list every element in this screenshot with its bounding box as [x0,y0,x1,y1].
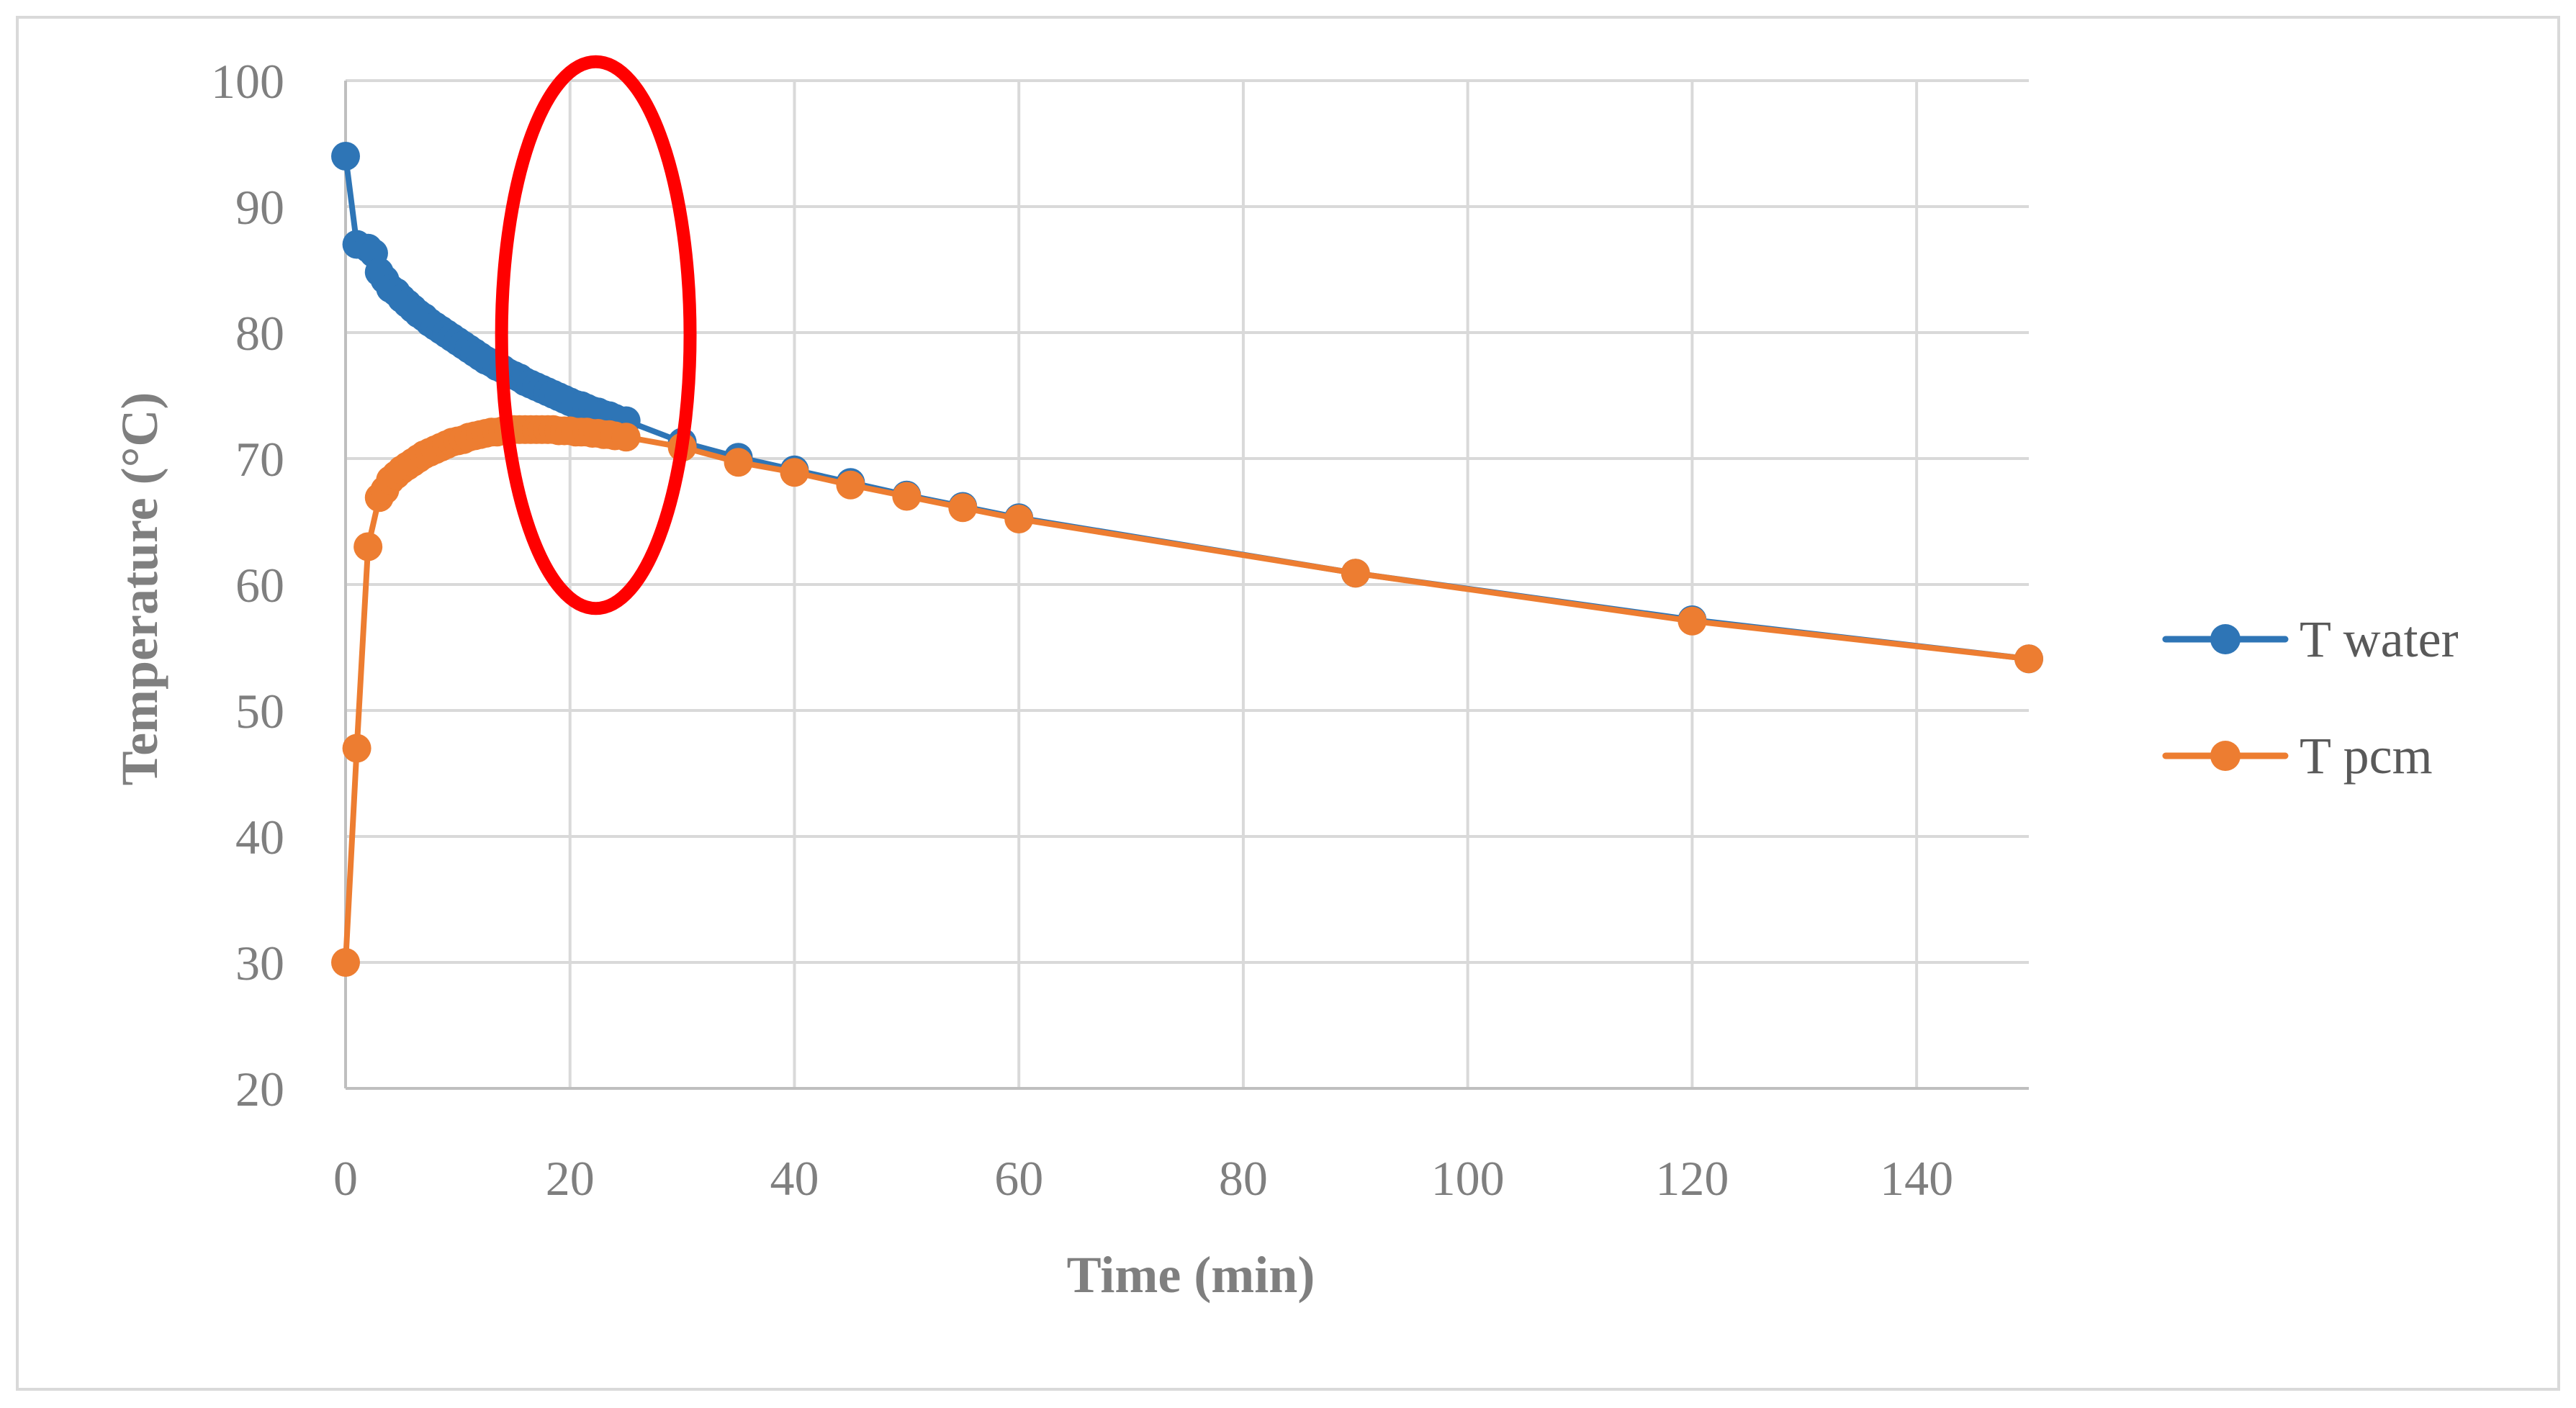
data-point-t-pcm [948,493,978,523]
data-point-t-pcm [342,734,371,763]
legend-label-t-pcm: T pcm [2300,727,2433,785]
data-point-t-water [331,142,360,171]
annotation-layer [495,55,697,615]
x-tick-label: 0 [333,1151,358,1206]
y-tick-label: 80 [235,306,284,361]
legend-label-t-water: T water [2300,610,2459,668]
legend-marker-t-pcm [2210,741,2241,771]
data-point-t-pcm [2014,644,2043,674]
data-point-t-pcm [1004,505,1034,533]
chart-frame [16,16,2560,1391]
series-layer [331,142,2043,977]
data-point-t-pcm [836,470,865,500]
label-layer: Time (min) Temperature (°C) 20 30 40 50 60 70… [111,54,1953,1304]
series-line-t-pcm [343,426,2032,965]
data-point-t-pcm [331,948,360,977]
data-point-t-pcm [780,458,809,487]
x-axis-title: Time (min) [1067,1246,1315,1304]
y-tick-label: 40 [235,810,284,865]
data-point-t-pcm [892,482,922,511]
y-tick-label: 60 [235,558,284,613]
grid-layer [346,79,2029,1088]
highlight-ellipse [495,55,697,615]
data-point-t-pcm [724,448,753,477]
data-point-t-pcm [1341,559,1370,588]
data-point-t-pcm [353,532,383,561]
x-tick-label: 60 [994,1151,1043,1206]
x-tick-label: 80 [1219,1151,1268,1206]
y-tick-label: 50 [235,684,284,739]
y-tick-label: 100 [211,54,284,109]
x-tick-label: 140 [1880,1151,1953,1206]
y-tick-label: 20 [235,1062,284,1116]
x-tick-label: 100 [1431,1151,1505,1206]
data-point-t-pcm [1677,606,1707,636]
x-tick-label: 120 [1655,1151,1729,1206]
y-tick-label: 90 [235,180,284,235]
y-tick-label: 70 [235,432,284,487]
x-tick-label: 40 [770,1151,819,1206]
y-axis-title: Temperature (°C) [111,392,168,786]
y-tick-label: 30 [235,936,284,990]
data-point-t-pcm [611,423,641,452]
x-tick-label: 20 [546,1151,595,1206]
legend-marker-t-water [2210,624,2241,654]
legend: T water T pcm [2162,610,2459,785]
